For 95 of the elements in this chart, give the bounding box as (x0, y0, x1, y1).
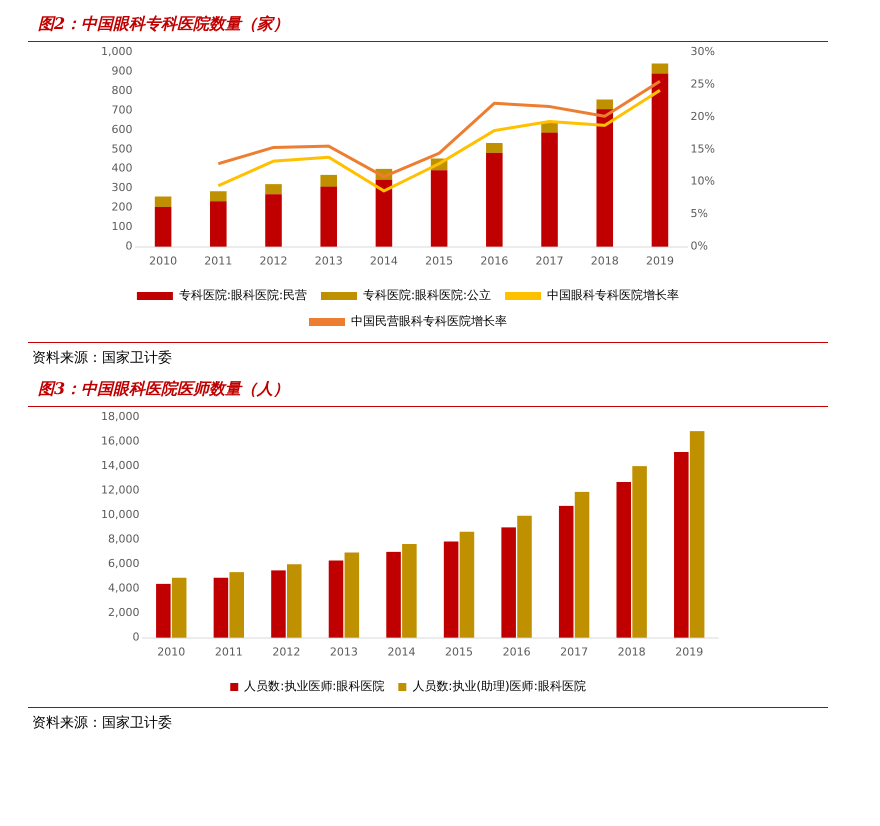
bar (652, 74, 668, 247)
text: 资料来源：国家卫计委 (28, 343, 828, 373)
bar (430, 170, 448, 247)
bar (265, 194, 282, 247)
x-tick-label: 2013 (314, 254, 343, 268)
bar (154, 206, 172, 247)
bar (501, 527, 516, 638)
y2-tick-label: 15% (690, 142, 716, 156)
bar (265, 184, 282, 194)
bar (574, 492, 590, 638)
bar (690, 431, 704, 638)
bar (386, 552, 401, 638)
y2-tick-label: 5% (690, 207, 708, 220)
x-tick-label: 2015 (425, 254, 454, 268)
bar (154, 196, 172, 207)
x-tick-label: 2016 (502, 645, 531, 658)
y-tick-label: 2,000 (108, 606, 140, 620)
text: 资料来源：国家卫计委 (28, 708, 828, 738)
y-tick-label: 900 (111, 64, 132, 78)
y-tick-label: 200 (111, 200, 132, 214)
bar (444, 542, 458, 638)
bar (210, 191, 227, 202)
legend-label: 中国眼科专科医院增长率 (547, 288, 680, 302)
bar (320, 174, 337, 187)
bar (486, 142, 503, 153)
y-tick-label: 0 (132, 630, 140, 644)
x-tick-label: 2014 (370, 254, 398, 268)
bar (271, 570, 286, 638)
x-tick-label: 2018 (618, 645, 646, 658)
bar (558, 506, 574, 638)
y-tick-label: 4,000 (108, 582, 140, 595)
y-tick-label: 16,000 (100, 434, 140, 448)
y-tick-label: 14,000 (100, 458, 140, 472)
bar (402, 544, 417, 638)
bar (156, 584, 171, 638)
bar (210, 201, 227, 247)
y2-tick-label: 0% (690, 240, 708, 253)
y-tick-label: 800 (111, 84, 132, 97)
legend-label: 人员数:执业(助理)医师:眼科医院 (412, 679, 586, 694)
x-tick-label: 2014 (387, 645, 416, 658)
x-tick-label: 2018 (590, 254, 619, 268)
x-tick-label: 2019 (675, 645, 704, 658)
y-tick-label: 8,000 (108, 532, 140, 546)
x-tick-label: 2011 (204, 254, 232, 268)
x-tick-label: 2011 (214, 645, 243, 658)
x-tick-label: 2010 (157, 645, 186, 658)
legend-label: 专科医院:眼科医院:公立 (363, 288, 492, 302)
bar (287, 564, 302, 638)
bar (172, 578, 186, 638)
y2-tick-label: 30% (690, 44, 716, 58)
y2-tick-label: 20% (690, 110, 716, 123)
x-tick-label: 2012 (272, 645, 300, 658)
bar (616, 482, 632, 638)
y-tick-label: 6,000 (108, 557, 140, 570)
y-tick-label: 400 (111, 162, 132, 175)
bar (517, 516, 532, 638)
x-tick-label: 2010 (149, 254, 178, 268)
y-tick-label: 600 (111, 122, 132, 136)
x-tick-label: 2017 (536, 254, 564, 268)
y-tick-label: 700 (111, 103, 132, 116)
legend-label: 中国民营眼科专科医院增长率 (351, 314, 507, 328)
x-tick-label: 2017 (560, 645, 588, 658)
y2-tick-label: 10% (690, 174, 716, 188)
legend-label: 人员数:执业医师:眼科医院 (244, 679, 384, 694)
bar (596, 109, 614, 247)
bar (652, 63, 668, 74)
x-tick-label: 2015 (445, 645, 474, 658)
bar (214, 578, 228, 638)
bar (460, 532, 474, 638)
y-tick-label: 10,000 (100, 508, 140, 521)
x-tick-label: 2019 (646, 254, 674, 268)
x-tick-label: 2013 (330, 645, 358, 658)
y-tick-label: 1,000 (100, 44, 132, 58)
chart-title: 图3：中国眼科医院医师数量（人） (28, 373, 828, 407)
y-tick-label: 18,000 (100, 410, 140, 423)
bar (632, 466, 647, 638)
y-tick-label: 0 (125, 240, 132, 253)
chart-title: 图2：中国眼科专科医院数量（家） (28, 8, 828, 42)
bar (229, 572, 244, 638)
legend-label: 专科医院:眼科医院:民营 (178, 288, 308, 302)
y-tick-label: 100 (111, 220, 132, 234)
bar (674, 452, 689, 638)
bar (344, 552, 360, 638)
bar (486, 152, 503, 247)
bar (320, 186, 337, 247)
x-tick-label: 2016 (480, 254, 508, 268)
bar (596, 100, 614, 110)
y-tick-label: 12,000 (100, 483, 140, 496)
bar (376, 180, 392, 247)
y2-tick-label: 25% (690, 77, 716, 90)
bar (541, 132, 558, 247)
y-tick-label: 500 (111, 142, 132, 156)
bar (328, 560, 344, 638)
y-tick-label: 300 (111, 181, 132, 194)
x-tick-label: 2012 (260, 254, 288, 268)
